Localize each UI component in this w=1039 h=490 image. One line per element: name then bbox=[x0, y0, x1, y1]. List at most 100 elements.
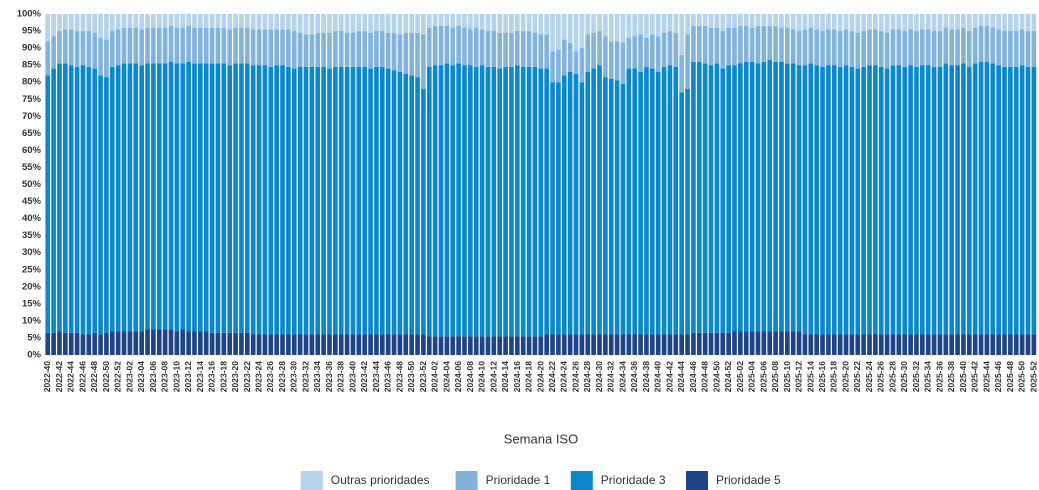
bar-segment bbox=[702, 63, 708, 333]
bar-segment bbox=[303, 66, 309, 335]
bar-segment bbox=[309, 66, 315, 335]
bar-segment bbox=[526, 31, 532, 67]
bar-segment bbox=[215, 14, 221, 28]
x-tick-label: 2024-40 bbox=[653, 361, 663, 392]
bar-segment bbox=[209, 27, 215, 64]
bar-segment bbox=[831, 14, 837, 30]
bar-segment bbox=[385, 68, 391, 335]
bar-segment bbox=[74, 14, 80, 32]
bar-segment bbox=[884, 32, 890, 69]
x-tick-label: 2023-50 bbox=[406, 361, 416, 392]
bar-segment bbox=[250, 65, 256, 335]
y-tick-label: 35% bbox=[22, 230, 42, 241]
bar-segment bbox=[679, 14, 685, 55]
bar-segment bbox=[667, 334, 673, 355]
bar-segment bbox=[661, 32, 667, 67]
y-tick-label: 85% bbox=[22, 60, 42, 71]
bar-segment bbox=[925, 65, 931, 335]
x-tick-label: 2025-14 bbox=[805, 361, 815, 392]
y-tick-label: 90% bbox=[22, 43, 42, 54]
bar-segment bbox=[509, 66, 514, 337]
bar-segment bbox=[68, 29, 74, 66]
bar-segment bbox=[896, 65, 902, 335]
legend: Outras prioridades Prioridade 1 Prioridade… bbox=[300, 471, 781, 490]
bar-segment bbox=[86, 14, 92, 32]
bar-segment bbox=[532, 66, 538, 337]
bar-segment bbox=[902, 66, 908, 335]
bar-segment bbox=[221, 63, 227, 333]
bar-segment bbox=[379, 66, 385, 335]
bar-segment bbox=[162, 329, 168, 355]
bar-segment bbox=[291, 68, 297, 335]
bar-segment bbox=[151, 14, 156, 28]
x-tick-label: 2023-22 bbox=[242, 361, 252, 392]
x-tick-label: 2024-18 bbox=[524, 361, 534, 392]
bar-segment bbox=[867, 14, 872, 30]
bar-segment bbox=[673, 66, 679, 335]
bar-segment bbox=[520, 336, 526, 355]
bar-segment bbox=[1013, 31, 1019, 67]
bar-segment bbox=[849, 334, 855, 355]
bar-segment bbox=[233, 63, 238, 333]
bar-segment bbox=[127, 27, 133, 64]
bar-segment bbox=[239, 63, 244, 333]
bar-segment bbox=[444, 63, 450, 337]
bar-segment bbox=[274, 334, 279, 355]
bar-segment bbox=[743, 331, 749, 355]
bar-segment bbox=[403, 14, 409, 33]
bar-segment bbox=[708, 332, 714, 355]
y-tick-label: 25% bbox=[22, 264, 42, 275]
bar-segment bbox=[133, 63, 139, 332]
bar-segment bbox=[297, 32, 303, 67]
bar-segment bbox=[1031, 14, 1037, 32]
y-tick-label: 75% bbox=[22, 94, 42, 105]
bar-segment bbox=[561, 75, 567, 335]
bar-segment bbox=[497, 68, 503, 337]
bar-segment bbox=[280, 14, 285, 30]
x-tick-label: 2024-04 bbox=[441, 361, 451, 392]
bar-segment bbox=[679, 54, 685, 93]
bar-segment bbox=[984, 14, 990, 26]
bar-segment bbox=[761, 25, 767, 62]
bar-segment bbox=[456, 336, 461, 355]
bar-segment bbox=[244, 332, 250, 355]
bar-segment bbox=[696, 14, 702, 26]
bar-segment bbox=[286, 29, 291, 67]
bar-segment bbox=[914, 66, 919, 335]
bar-segment bbox=[262, 29, 268, 66]
bar-segment bbox=[532, 14, 538, 33]
bar-segment bbox=[738, 63, 743, 332]
bar-segment bbox=[268, 66, 274, 335]
bar-segment bbox=[720, 332, 726, 355]
bar-segment bbox=[708, 27, 714, 66]
bar-segment bbox=[468, 65, 473, 337]
bar-segment bbox=[920, 29, 925, 66]
bar-segment bbox=[57, 31, 62, 64]
bar-segment bbox=[315, 14, 321, 33]
bar-segment bbox=[127, 331, 133, 355]
bar-segment bbox=[837, 66, 843, 335]
x-tick-label: 2023-48 bbox=[394, 361, 404, 392]
bar-segment bbox=[861, 334, 866, 355]
bar-segment bbox=[826, 14, 831, 30]
bar-segment bbox=[327, 14, 332, 33]
bar-segment bbox=[86, 31, 92, 67]
bar-segment bbox=[391, 14, 397, 33]
bar-segment bbox=[68, 14, 74, 30]
bar-segment bbox=[749, 27, 755, 62]
bar-segment bbox=[649, 334, 655, 355]
bar-segment bbox=[550, 334, 555, 355]
x-tick-label: 2023-28 bbox=[277, 361, 287, 392]
bar-segment bbox=[638, 14, 643, 35]
bar-segment bbox=[561, 14, 567, 40]
bar-segment bbox=[978, 61, 984, 335]
bar-segment bbox=[890, 65, 896, 335]
bar-segment bbox=[638, 334, 643, 355]
x-tick-label: 2025-20 bbox=[840, 361, 850, 392]
bar-segment bbox=[773, 331, 778, 355]
bar-segment bbox=[614, 14, 620, 42]
bar-segment bbox=[421, 334, 426, 355]
x-tick-label: 2025-44 bbox=[981, 361, 991, 392]
x-tick-label: 2022-46 bbox=[77, 361, 87, 392]
bar-segment bbox=[409, 75, 414, 335]
